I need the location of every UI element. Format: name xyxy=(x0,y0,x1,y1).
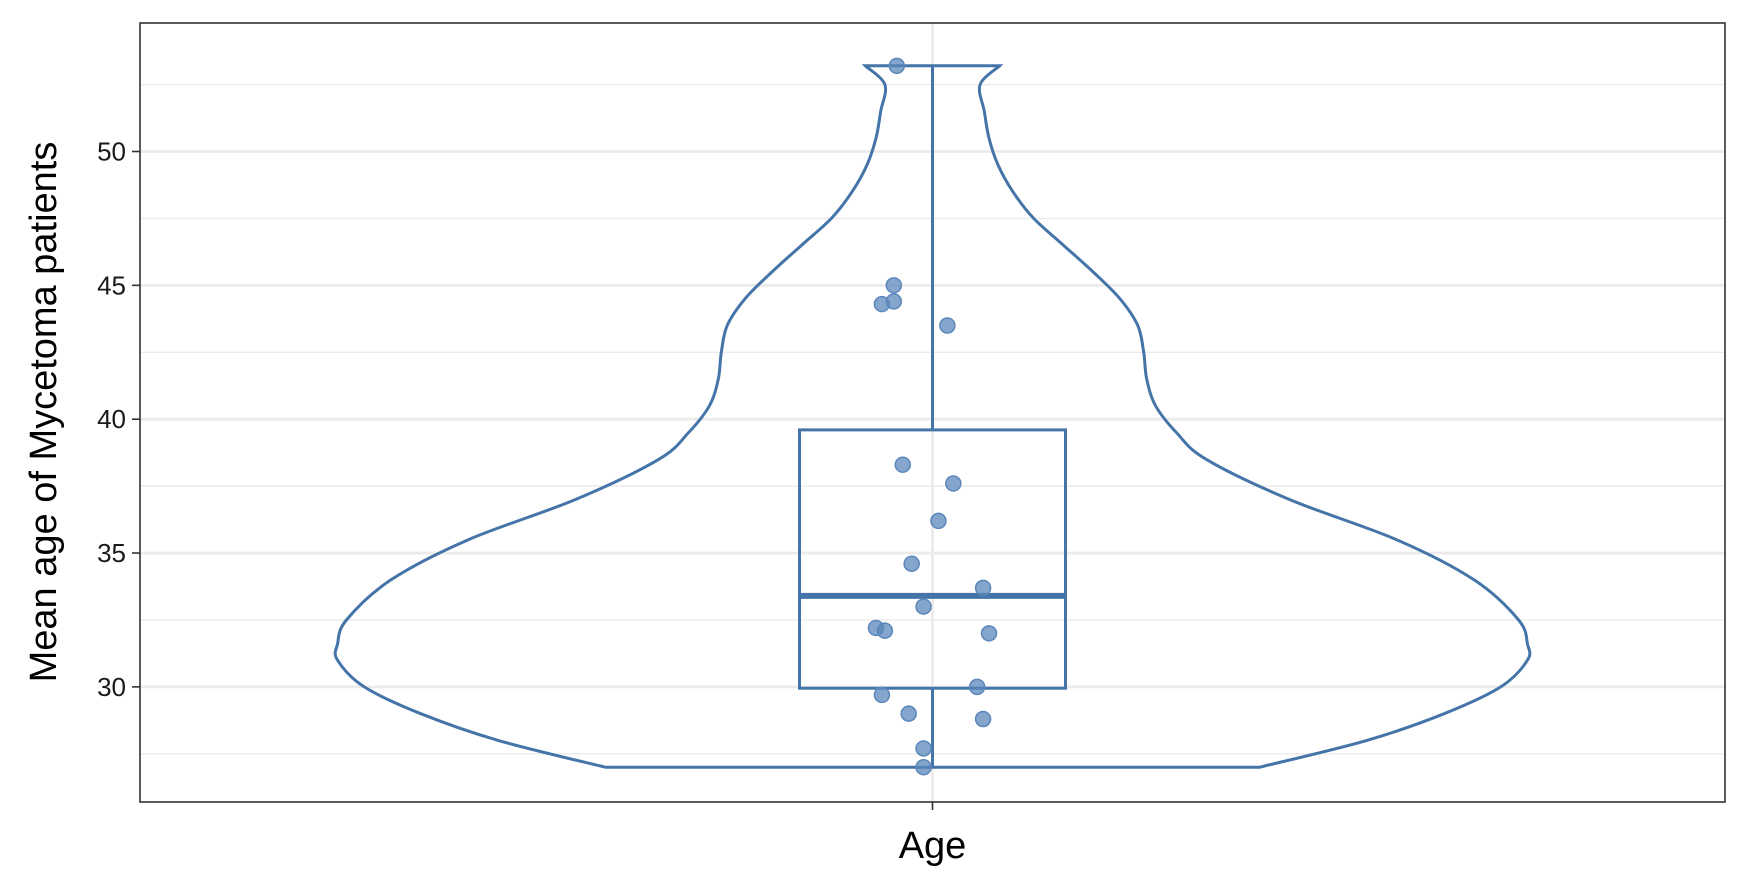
data-point xyxy=(974,579,992,597)
data-point xyxy=(894,456,911,473)
data-point xyxy=(974,710,992,728)
data-point xyxy=(930,512,947,530)
data-point xyxy=(885,277,903,294)
y-tick-label: 35 xyxy=(97,538,126,568)
iqr-box xyxy=(798,428,1067,690)
x-axis: Age xyxy=(899,802,967,867)
data-point xyxy=(873,686,891,704)
data-point xyxy=(915,758,932,776)
data-point xyxy=(888,57,906,75)
data-point xyxy=(945,475,962,492)
y-axis: 30 35 40 45 50 xyxy=(97,136,140,702)
data-point xyxy=(873,295,891,313)
data-point xyxy=(903,555,920,572)
y-tick-label: 45 xyxy=(97,270,126,300)
y-tick-label: 30 xyxy=(97,672,126,702)
y-axis-title: Mean age of Mycetoma patients xyxy=(23,142,65,683)
data-point xyxy=(915,598,932,615)
x-tick-label: Age xyxy=(899,825,967,867)
data-point xyxy=(980,625,998,642)
data-point xyxy=(900,705,917,722)
data-point xyxy=(915,740,932,757)
data-point xyxy=(968,678,986,696)
chart-marks xyxy=(333,57,1532,776)
y-tick-label: 40 xyxy=(97,404,126,434)
y-tick-label: 50 xyxy=(97,136,126,166)
data-point xyxy=(876,622,894,639)
data-point xyxy=(939,317,956,334)
violin-outline xyxy=(333,64,1532,769)
